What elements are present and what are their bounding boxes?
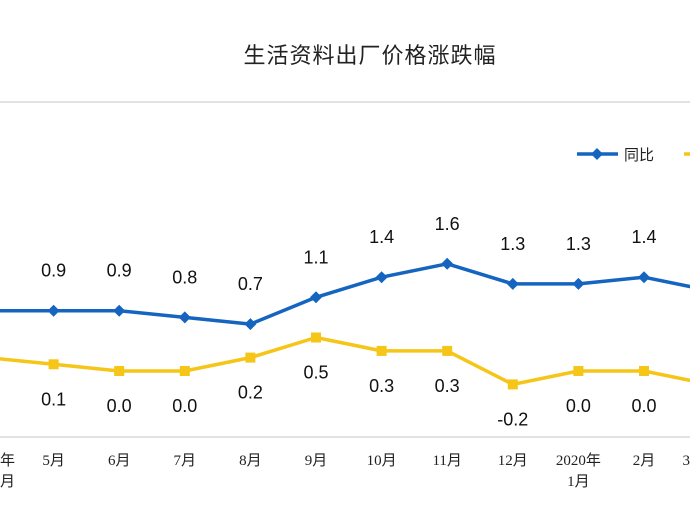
series-2: 20.10.00.00.20.50.30.3-0.20.00.0-0 — [0, 332, 690, 429]
data-point-marker — [639, 366, 649, 376]
data-point-marker — [310, 291, 322, 304]
data-point-marker — [375, 271, 388, 284]
data-label: 1.3 — [566, 234, 591, 254]
data-label: -0.2 — [497, 409, 528, 429]
data-label: 1.6 — [435, 214, 460, 234]
data-point-marker — [376, 345, 387, 356]
x-tick-label: 2020年 1月 — [556, 452, 601, 490]
data-point-marker — [245, 352, 256, 363]
legend-label: 同比 — [624, 146, 654, 164]
x-tick-label: 11月 — [432, 453, 461, 469]
data-label: 0.3 — [369, 376, 394, 396]
series-layer: 90.90.90.80.71.11.41.61.31.31.4120.10.00… — [0, 214, 690, 429]
x-tick-label: 2月 — [633, 453, 656, 469]
data-point-marker — [506, 277, 519, 290]
data-point-marker — [178, 311, 191, 324]
x-tick-label: 5月 — [42, 453, 65, 469]
data-point-marker — [638, 271, 650, 284]
data-point-marker — [441, 257, 454, 270]
data-label: 0.7 — [238, 274, 263, 294]
data-point-marker — [442, 345, 453, 356]
data-label: 1.1 — [303, 247, 328, 267]
data-point-marker — [311, 332, 321, 343]
legend-swatch-marker — [591, 148, 603, 160]
data-label: 0.2 — [238, 383, 263, 403]
data-label: 0.0 — [566, 396, 591, 416]
data-point-marker — [113, 304, 126, 317]
series-line — [0, 335, 690, 387]
data-label: 1.4 — [369, 227, 394, 247]
x-tick-label: 8月 — [239, 453, 262, 469]
data-label: 1.4 — [631, 227, 656, 247]
x-tick-label: 12月 — [498, 453, 528, 469]
data-point-marker — [244, 318, 257, 331]
x-tick-label: 7月 — [174, 453, 197, 469]
series-line — [0, 262, 690, 326]
legend: 同比 — [577, 146, 690, 164]
data-label: 0.0 — [107, 396, 132, 416]
data-point-marker — [48, 359, 59, 370]
data-label: 0.8 — [172, 267, 197, 287]
x-axis-tick-labels: 年月 5月 6月 7月 8月 9月 10月 11月 12月 2020年 1月 2月 3 — [0, 452, 690, 490]
x-tick-label: 10月 — [367, 453, 397, 469]
data-point-marker — [573, 366, 584, 376]
data-label: 1.3 — [500, 234, 525, 254]
x-tick-label: 9月 — [305, 453, 328, 469]
data-label: 0.1 — [41, 389, 66, 409]
chart-title: 生活资料出厂价格涨跌幅 — [243, 44, 497, 69]
x-tick-label: 年月 — [0, 452, 15, 490]
data-label: 0.9 — [41, 261, 66, 281]
data-label: 0.0 — [631, 396, 656, 416]
data-point-marker — [572, 277, 585, 290]
data-point-marker — [47, 304, 60, 317]
data-label: 0.3 — [435, 376, 460, 396]
data-point-marker — [179, 366, 190, 376]
data-label: 0.9 — [107, 261, 132, 281]
data-point-marker — [114, 366, 125, 376]
x-tick-label: 3 — [683, 453, 690, 469]
data-label: 0.0 — [172, 396, 197, 416]
series-1: 90.90.90.80.71.11.41.61.31.31.41 — [0, 214, 690, 331]
x-tick-label: 6月 — [108, 453, 131, 469]
data-point-marker — [507, 379, 518, 390]
data-label: 0.5 — [303, 363, 328, 383]
